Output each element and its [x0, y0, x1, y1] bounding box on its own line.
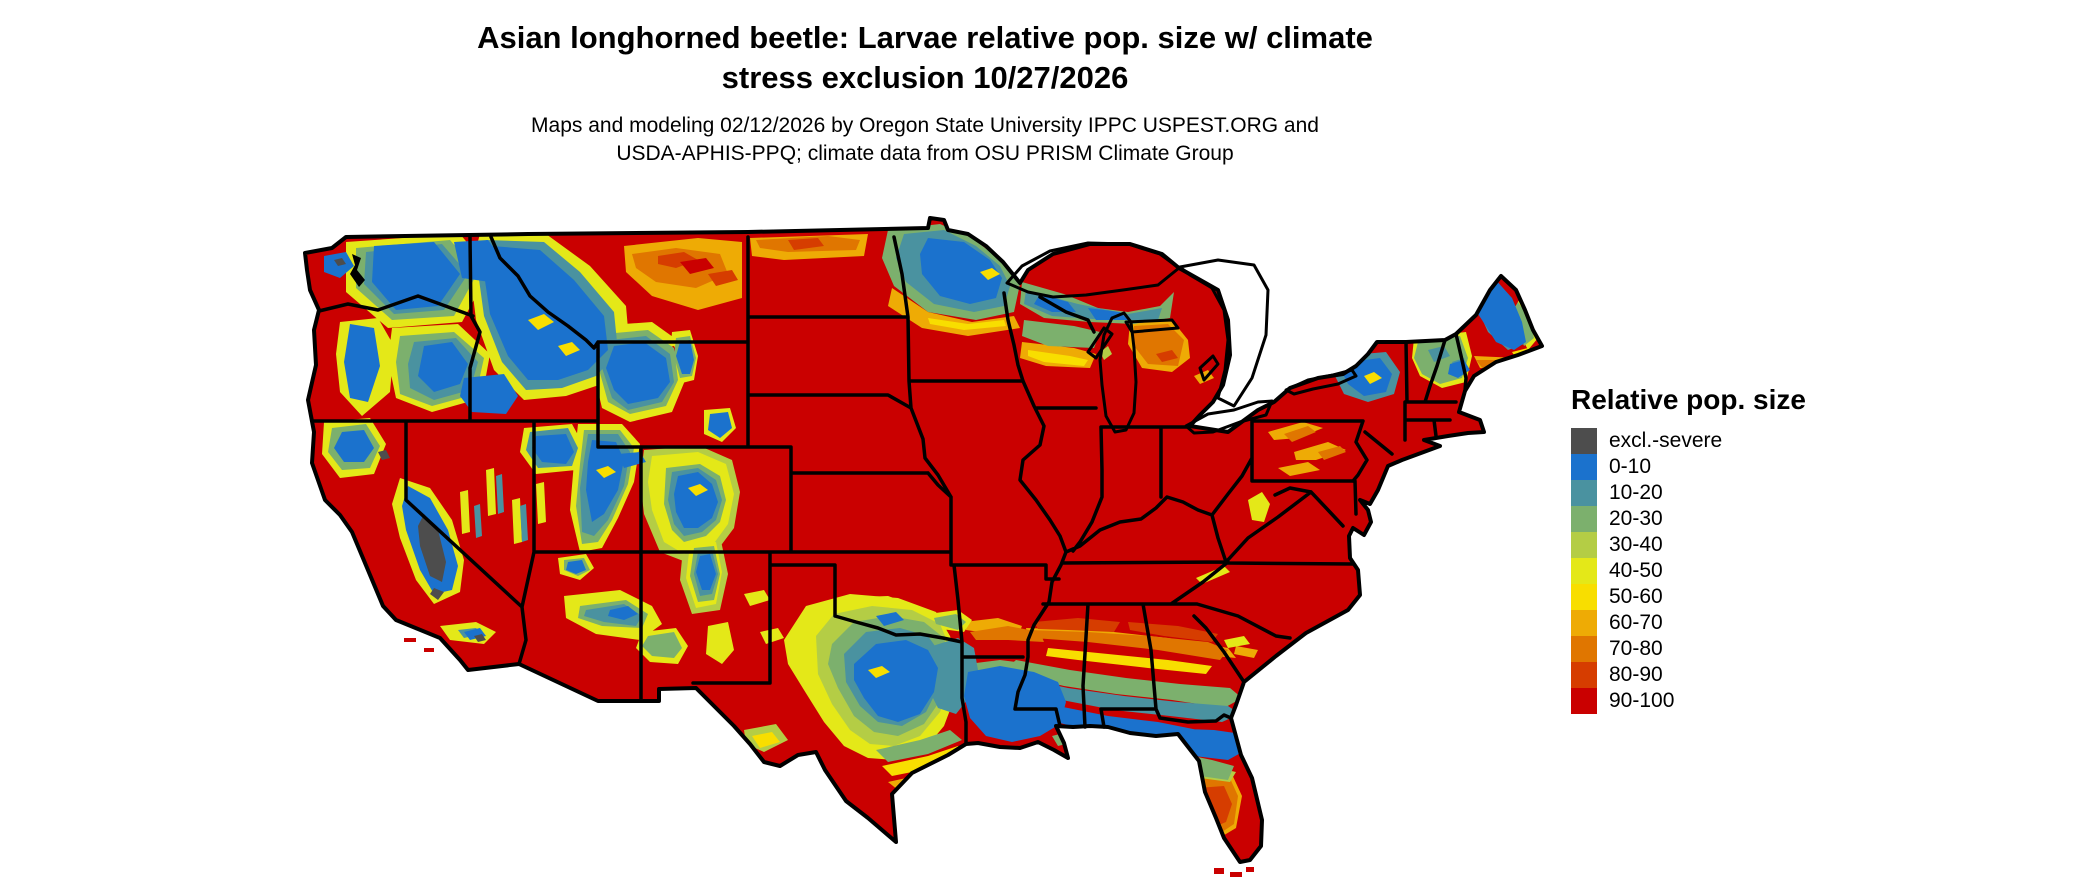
legend-label: 30-40: [1609, 533, 1663, 556]
legend-label: 70-80: [1609, 637, 1663, 660]
legend-label: 80-90: [1609, 663, 1663, 686]
legend-label: 0-10: [1609, 455, 1652, 478]
legend-item-70-80: 70-80: [1571, 636, 1871, 662]
swatch-rect: [1571, 688, 1597, 714]
swatch-rect: [1571, 610, 1597, 636]
state-borders: [310, 235, 1468, 746]
map-layer-0-10: [324, 238, 1526, 760]
legend-item-40-50: 40-50: [1571, 558, 1871, 584]
legend-swatch-30-40: [1571, 532, 1597, 558]
swatch-rect: [1571, 584, 1597, 610]
swatch-rect: [1571, 662, 1597, 688]
lake-huron: [1178, 258, 1270, 408]
us-map: [228, 170, 1545, 882]
swatch-rect: [1571, 480, 1597, 506]
legend-swatch-40-50: [1571, 558, 1597, 584]
lake-erie: [1184, 399, 1274, 435]
legend-label: 10-20: [1609, 481, 1663, 504]
map-subtitle: Maps and modeling 02/12/2026 by Oregon S…: [160, 112, 1690, 168]
us-map-svg: [303, 216, 1544, 877]
legend-swatch-60-70: [1571, 610, 1597, 636]
legend: Relative pop. size excl.-severe 0-10 10-…: [1571, 384, 1871, 714]
map-title-line1: Asian longhorned beetle: Larvae relative…: [477, 20, 1373, 55]
swatch-rect: [1571, 506, 1597, 532]
legend-swatch-10-20: [1571, 480, 1597, 506]
legend-item-0-10: 0-10: [1571, 454, 1871, 480]
swatch-rect: [1571, 428, 1597, 454]
legend-swatch-0-10: [1571, 454, 1597, 480]
legend-item-20-30: 20-30: [1571, 506, 1871, 532]
legend-title: Relative pop. size: [1571, 384, 1806, 415]
legend-label: 20-30: [1609, 507, 1663, 530]
legend-item-excl-severe: excl.-severe: [1571, 428, 1871, 454]
legend-label: 40-50: [1609, 559, 1663, 582]
puget-sound: [350, 254, 365, 287]
legend-swatch-90-100: [1571, 688, 1597, 714]
legend-item-90-100: 90-100: [1571, 688, 1871, 714]
legend-label: 60-70: [1609, 611, 1663, 634]
swatch-rect: [1571, 454, 1597, 480]
swatch-rect: [1571, 532, 1597, 558]
legend-item-60-70: 60-70: [1571, 610, 1871, 636]
map-subtitle-line1: Maps and modeling 02/12/2026 by Oregon S…: [531, 114, 1319, 137]
legend-item-30-40: 30-40: [1571, 532, 1871, 558]
legend-swatch-80-90: [1571, 662, 1597, 688]
legend-item-10-20: 10-20: [1571, 480, 1871, 506]
lake-michigan: [1086, 311, 1180, 434]
swatch-rect: [1571, 558, 1597, 584]
header: Asian longhorned beetle: Larvae relative…: [160, 18, 1690, 168]
legend-item-50-60: 50-60: [1571, 584, 1871, 610]
raster-layers: [305, 218, 1542, 862]
legend-swatch-20-30: [1571, 506, 1597, 532]
map-title-line2: stress exclusion 10/27/2026: [721, 60, 1129, 95]
legend-item-80-90: 80-90: [1571, 662, 1871, 688]
map-subtitle-line2: USDA-APHIS-PPQ; climate data from OSU PR…: [616, 142, 1234, 165]
legend-label: excl.-severe: [1609, 429, 1723, 452]
legend-swatch-excl-severe: [1571, 428, 1597, 454]
legend-label: 50-60: [1609, 585, 1663, 608]
legend-swatch-50-60: [1571, 584, 1597, 610]
legend-swatch-70-80: [1571, 636, 1597, 662]
legend-label: 90-100: [1609, 689, 1675, 712]
map-layer-60-70: [624, 234, 1542, 840]
swatch-rect: [1571, 636, 1597, 662]
